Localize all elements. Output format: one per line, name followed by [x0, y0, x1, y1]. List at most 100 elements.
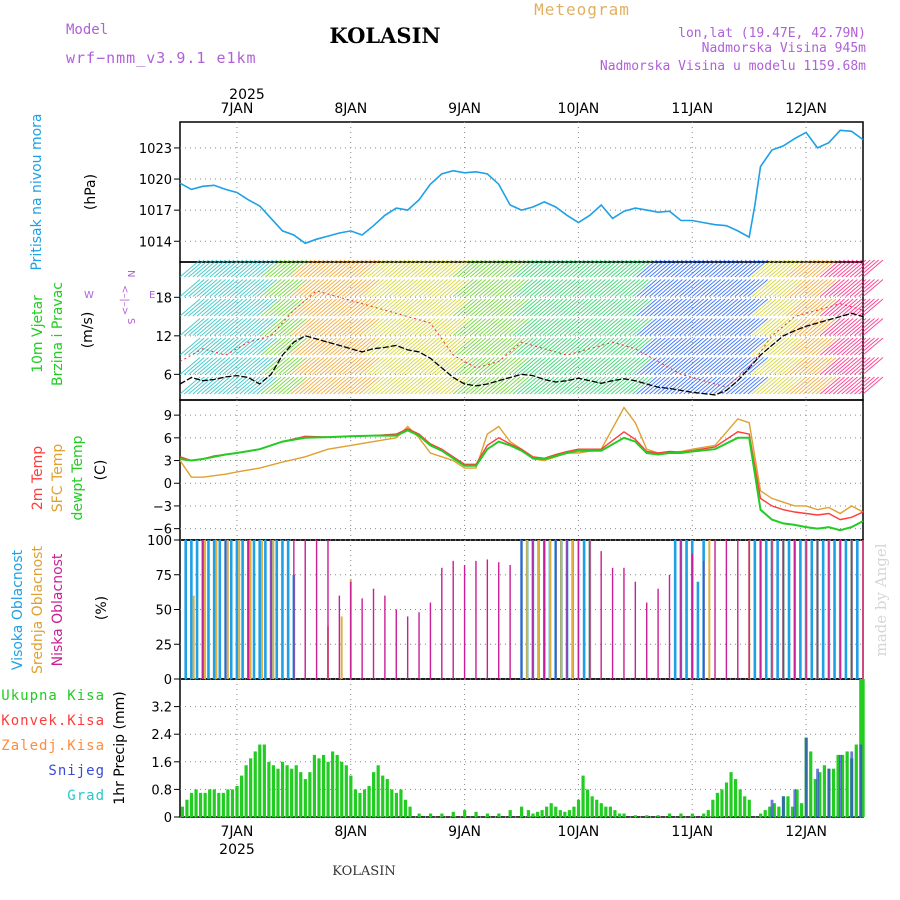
wind-barb	[444, 259, 465, 278]
wind-barb	[773, 298, 794, 317]
cloud-bar	[204, 540, 207, 679]
wind-barb	[337, 357, 359, 375]
wind-barb	[440, 298, 461, 317]
y-tick-label: 1023	[139, 142, 172, 157]
wind-barb	[538, 259, 559, 278]
wind-barb	[717, 357, 739, 375]
wind-barb	[610, 337, 632, 356]
wind-barb	[290, 279, 312, 297]
wind-barb	[393, 259, 414, 278]
wind-barb	[811, 259, 833, 278]
precip-total-bar	[212, 789, 216, 817]
wind-barb	[551, 298, 572, 317]
wind-barb	[358, 298, 380, 317]
wind-barb	[324, 337, 346, 356]
wind-barb	[226, 259, 248, 278]
wind-barb	[179, 376, 201, 395]
wind-barb	[653, 279, 675, 297]
wind-barb	[542, 318, 564, 336]
wind-barb	[294, 298, 316, 317]
wind-barb	[781, 357, 803, 375]
wind-barb	[670, 259, 692, 278]
wind-barb	[747, 357, 769, 375]
wind-barb	[798, 298, 820, 317]
wind-barb	[572, 376, 594, 395]
wind-barb	[730, 318, 751, 336]
wind-barb	[696, 357, 717, 375]
wind-barb	[414, 318, 436, 336]
wind-barb	[431, 318, 453, 336]
wind-barb	[858, 376, 880, 395]
cloud-bar	[241, 540, 244, 679]
cloud-bar	[833, 540, 836, 679]
wind-barb	[743, 357, 764, 375]
wind-barb	[538, 279, 559, 297]
wind-barb	[303, 298, 325, 317]
wind-barb	[277, 259, 299, 278]
y-tick-label: −6	[153, 523, 172, 538]
precip-total-bar	[790, 806, 795, 817]
wind-barb	[726, 298, 747, 317]
precip-unit: 1hr Precip (mm)	[112, 691, 128, 804]
wind-barb	[747, 259, 769, 278]
wind-barb	[555, 279, 576, 297]
wind-barb	[854, 337, 875, 356]
wind-barb	[632, 259, 653, 278]
wind-barb	[627, 318, 649, 336]
wind-barb	[418, 279, 440, 297]
wind-barb	[815, 279, 837, 297]
wind-barb	[179, 357, 201, 375]
wind-barb	[371, 298, 393, 317]
cloud-bar	[708, 540, 711, 679]
wind-barb	[367, 259, 389, 278]
wind-barb	[324, 318, 346, 336]
wind-barb	[760, 259, 781, 278]
wind-barb	[491, 337, 512, 356]
wind-barb	[683, 318, 705, 336]
wind-barb	[790, 337, 811, 356]
wind-barb	[418, 357, 440, 375]
wind-barb	[525, 279, 547, 297]
wind-barb	[478, 298, 500, 317]
wind-barb	[585, 318, 606, 336]
wind-barb	[683, 357, 705, 375]
pressure-unit: (hPa)	[83, 174, 99, 210]
wind-barb	[376, 298, 397, 317]
wind-barb	[252, 337, 273, 356]
wind-barb	[188, 259, 209, 278]
bottom-year-label: 2025	[219, 842, 255, 858]
wind-barb	[781, 337, 803, 356]
wind-barb	[598, 337, 619, 356]
wind-barb	[260, 318, 282, 336]
wind-barb	[700, 318, 722, 336]
wind-barb	[837, 298, 858, 317]
compass-s: S	[125, 318, 136, 324]
wind-barb	[307, 357, 329, 375]
wind-barb	[256, 298, 278, 317]
wind-barb	[849, 357, 871, 375]
wind-barb	[333, 279, 354, 297]
wind-barb	[457, 259, 478, 278]
legend-freezing-rain: Zaledj.Kisa	[1, 738, 105, 754]
wind-barb	[294, 357, 316, 375]
wind-barb	[213, 318, 235, 336]
wind-barb	[790, 357, 811, 375]
precip-total-bar	[608, 806, 612, 817]
wind-barb	[286, 318, 308, 336]
wind-barb	[832, 298, 854, 317]
wind-barb	[598, 259, 619, 278]
wind-barb	[666, 279, 687, 297]
wind-barb	[743, 337, 764, 356]
wind-barb	[649, 337, 670, 356]
wind-barb	[209, 357, 231, 375]
wind-barb	[256, 279, 278, 297]
wind-barb	[529, 357, 551, 375]
wind-barb	[755, 357, 777, 375]
wind-barb	[713, 318, 734, 336]
wind-barb	[862, 318, 884, 336]
wind-barb	[179, 279, 201, 297]
precip-snow-bar	[838, 754, 842, 817]
precip-total-bar	[795, 789, 799, 817]
wind-barb	[452, 337, 474, 356]
wind-barb	[662, 318, 683, 336]
